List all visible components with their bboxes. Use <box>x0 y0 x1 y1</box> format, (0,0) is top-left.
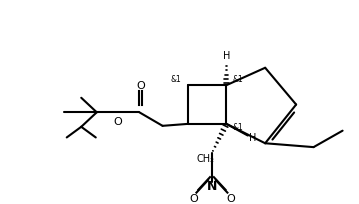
Text: O: O <box>136 81 145 91</box>
Text: O: O <box>189 194 198 204</box>
Text: H: H <box>249 133 256 143</box>
Text: N: N <box>207 180 217 193</box>
Text: O: O <box>114 117 122 127</box>
Text: &1: &1 <box>233 123 243 132</box>
Text: O: O <box>226 194 235 204</box>
Text: H: H <box>223 51 230 61</box>
Text: CH₂: CH₂ <box>196 154 214 164</box>
Text: &1: &1 <box>171 75 182 84</box>
Text: &1: &1 <box>233 75 243 84</box>
